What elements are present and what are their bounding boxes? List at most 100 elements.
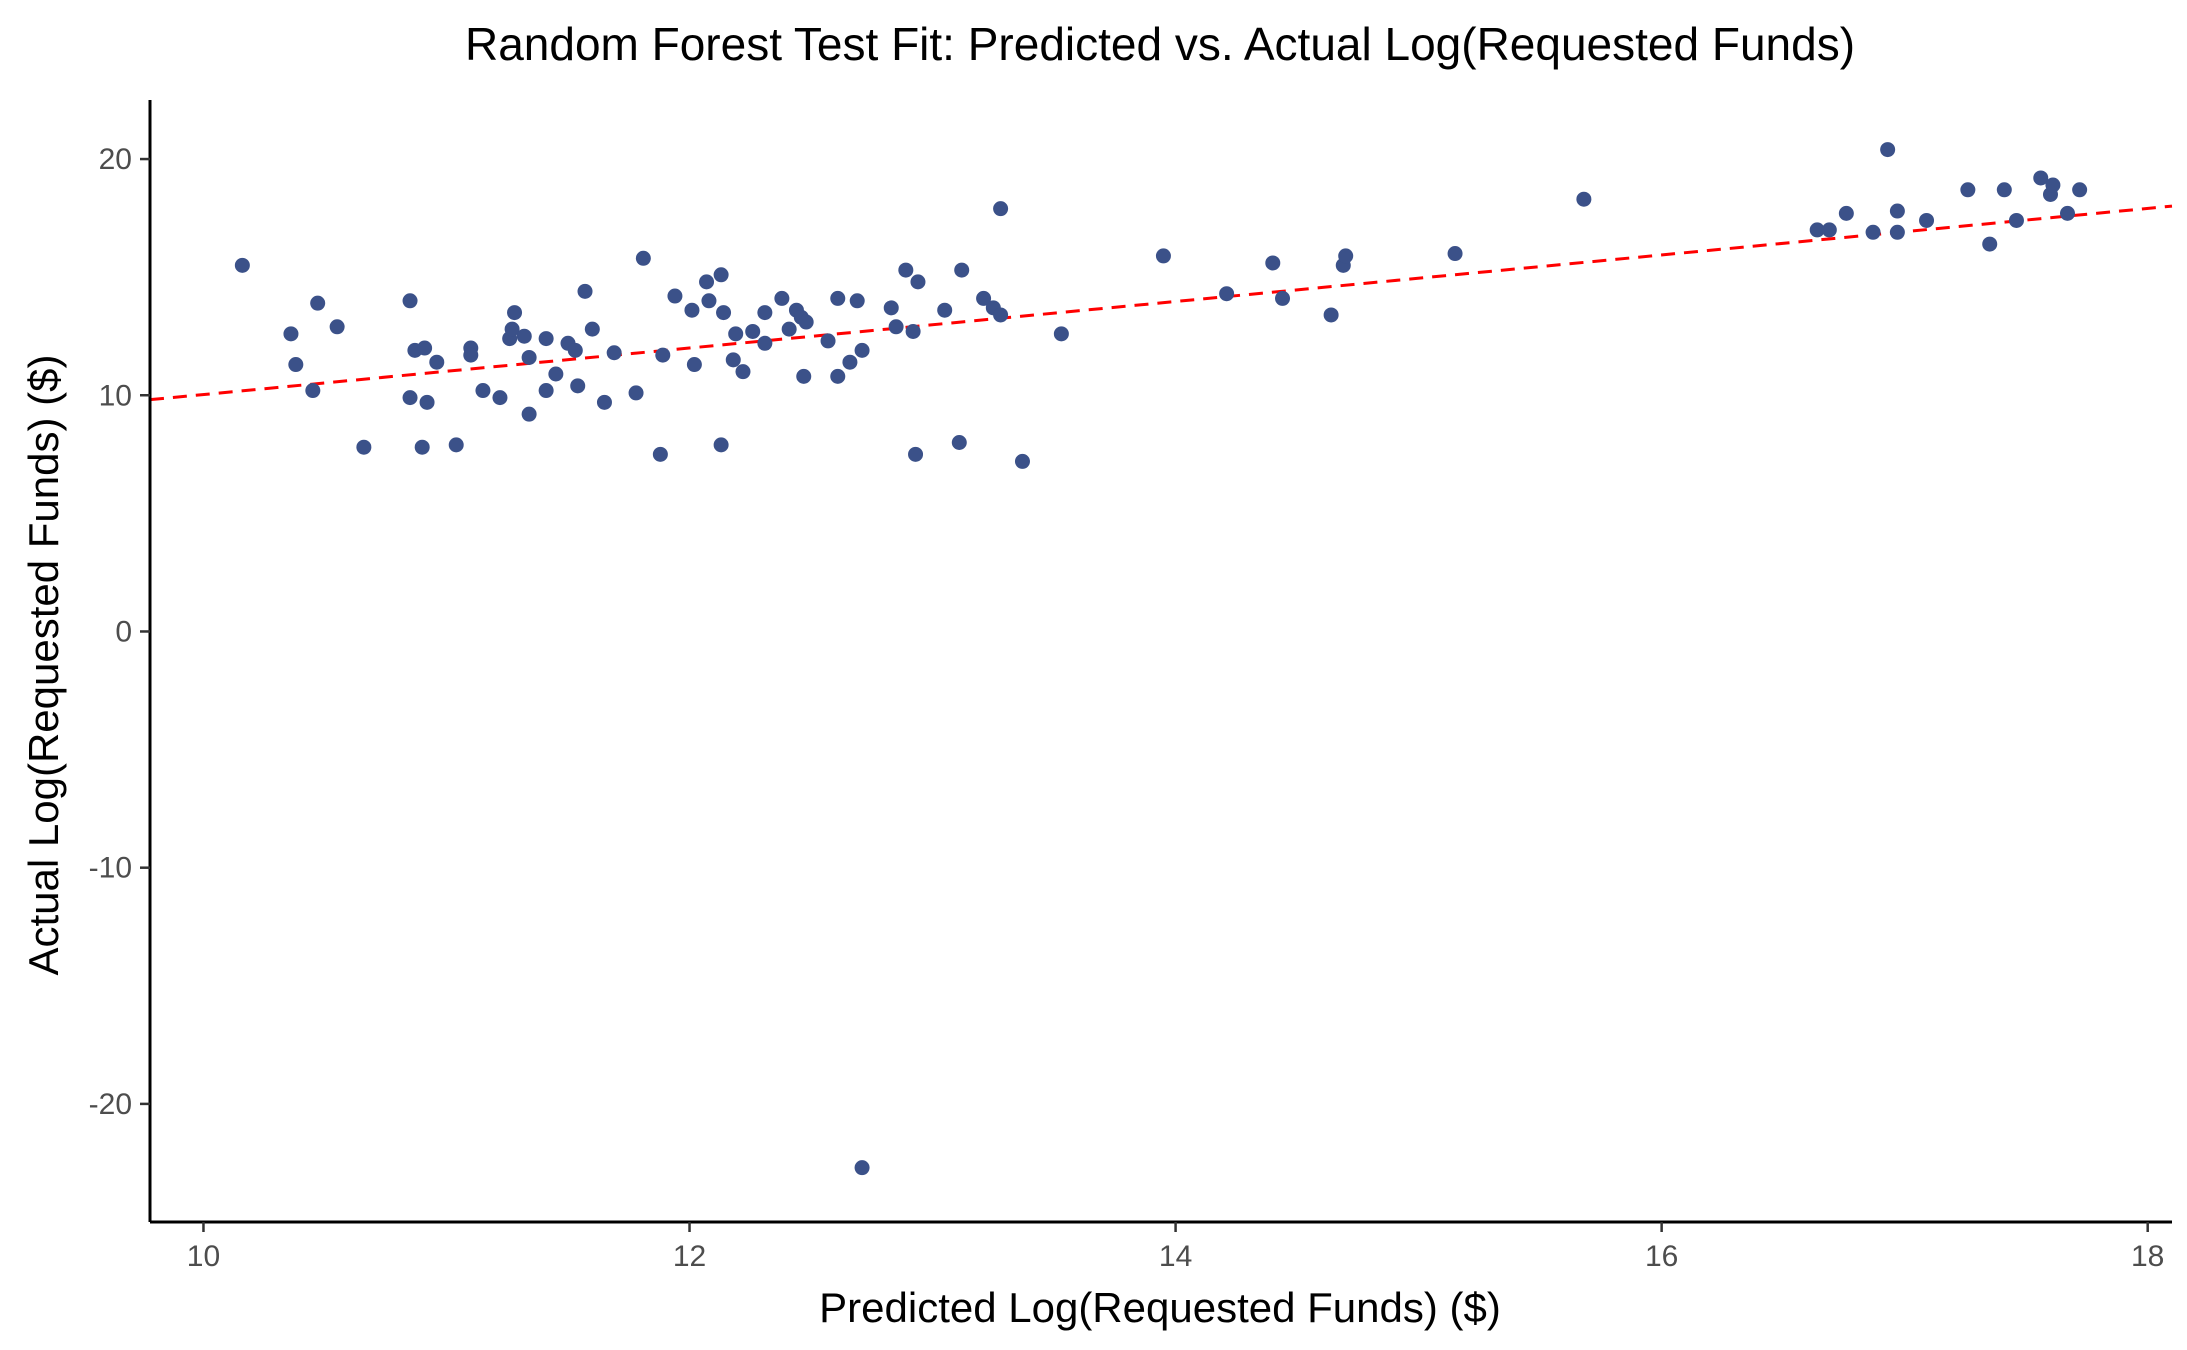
reference-line-layer (149, 204, 2173, 402)
data-point (234, 257, 250, 273)
data-point (305, 383, 321, 399)
data-point (1053, 326, 1069, 342)
data-point (854, 1160, 870, 1176)
data-point (701, 293, 717, 309)
data-point (684, 302, 700, 318)
data-point (1155, 248, 1171, 264)
data-point (725, 352, 741, 368)
data-point (1982, 236, 1998, 252)
data-point (507, 305, 523, 321)
data-point (414, 439, 430, 455)
data-point (548, 366, 564, 382)
data-point (757, 335, 773, 351)
data-point (937, 302, 953, 318)
data-point (993, 201, 1009, 217)
data-point (888, 319, 904, 335)
data-point (1576, 191, 1592, 207)
data-point (993, 307, 1009, 323)
data-point (1865, 224, 1881, 240)
data-point (329, 319, 345, 335)
data-point (429, 354, 445, 370)
data-point (798, 314, 814, 330)
data-point (1265, 255, 1281, 271)
y-axis-label: Actual Log(Requested Funds) ($) (20, 355, 67, 976)
data-point (584, 321, 600, 337)
points-layer (234, 142, 2088, 1176)
data-point (652, 446, 668, 462)
data-point (1338, 248, 1354, 264)
data-point (908, 446, 924, 462)
data-point (781, 321, 797, 337)
data-point (1275, 290, 1291, 306)
data-point (1821, 222, 1837, 238)
data-point (2072, 182, 2088, 198)
data-point (1960, 182, 1976, 198)
x-tick-label: 10 (187, 1240, 220, 1273)
data-point (538, 331, 554, 347)
data-point (796, 368, 812, 384)
data-point (1838, 205, 1854, 221)
data-point (2008, 212, 2024, 228)
data-point (475, 383, 491, 399)
data-point (716, 305, 732, 321)
data-point (1809, 222, 1825, 238)
x-tick-label: 18 (2131, 1240, 2164, 1273)
axes-layer: 10 12 14 16 18 -20 -10 0 10 20 (89, 100, 2172, 1273)
data-point (635, 250, 651, 266)
data-point (2033, 170, 2049, 186)
data-point (492, 390, 508, 406)
x-tick-label: 12 (673, 1240, 706, 1273)
data-point (567, 342, 583, 358)
data-point (757, 305, 773, 321)
data-point (1447, 246, 1463, 262)
data-point (951, 435, 967, 451)
data-point (842, 354, 858, 370)
data-point (1880, 142, 1896, 158)
y-tick-label: -10 (89, 852, 132, 885)
data-point (1323, 307, 1339, 323)
data-point (419, 394, 435, 410)
data-point (2059, 205, 2075, 221)
reference-line (149, 204, 2173, 402)
data-point (713, 437, 729, 453)
data-point (655, 347, 671, 363)
data-point (774, 290, 790, 306)
data-point (830, 368, 846, 384)
data-point (1889, 203, 1905, 219)
data-point (606, 345, 622, 361)
data-point (898, 262, 914, 278)
y-tick-label: 0 (115, 615, 132, 648)
data-point (417, 340, 433, 356)
data-point (686, 357, 702, 373)
data-point (745, 323, 761, 339)
data-point (667, 288, 683, 304)
data-point (2045, 177, 2061, 193)
data-point (521, 349, 537, 365)
data-point (596, 394, 612, 410)
data-point (283, 326, 299, 342)
chart-title: Random Forest Test Fit: Predicted vs. Ac… (465, 18, 1855, 70)
data-point (699, 274, 715, 290)
data-point (448, 437, 464, 453)
data-point (402, 293, 418, 309)
data-point (310, 295, 326, 311)
y-tick-label: -20 (89, 1088, 132, 1121)
data-point (910, 274, 926, 290)
x-axis-label: Predicted Log(Requested Funds) ($) (819, 1284, 1501, 1331)
data-point (628, 385, 644, 401)
data-point (504, 321, 520, 337)
data-point (521, 406, 537, 422)
y-tick-label: 20 (99, 143, 132, 176)
data-point (854, 342, 870, 358)
data-point (288, 357, 304, 373)
data-point (820, 333, 836, 349)
data-point (1889, 224, 1905, 240)
data-point (577, 283, 593, 299)
data-point (356, 439, 372, 455)
data-point (728, 326, 744, 342)
data-point (976, 290, 992, 306)
data-point (516, 328, 532, 344)
data-point (883, 300, 899, 316)
